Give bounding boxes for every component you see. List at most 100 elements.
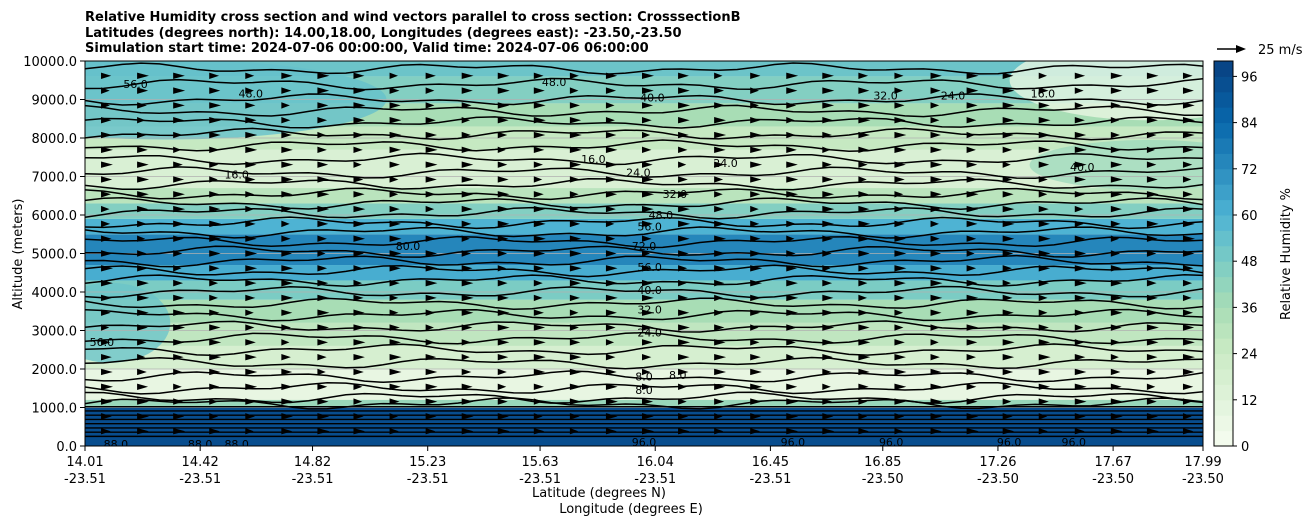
- wind-vector: [245, 146, 258, 154]
- wind-vector: [930, 235, 940, 242]
- wind-vector: [714, 72, 723, 80]
- contour-label: 24.0: [637, 326, 662, 339]
- wind-vector: [317, 87, 330, 94]
- wind-vector: [1038, 339, 1051, 346]
- wind-vector: [209, 427, 220, 435]
- wind-vector: [461, 353, 470, 361]
- wind-vector: [714, 427, 724, 435]
- wind-vector: [425, 398, 438, 405]
- wind-vector: [930, 353, 940, 361]
- wind-vector: [461, 205, 473, 213]
- wind-vector: [137, 176, 150, 183]
- wind-vector: [1182, 368, 1195, 376]
- wind-vector: [894, 339, 905, 346]
- wind-vector: [353, 279, 362, 287]
- y-tick-label: 5000.0: [32, 248, 78, 263]
- wind-vector: [1110, 161, 1123, 168]
- wind-vector: [497, 250, 508, 257]
- wind-vector: [1074, 309, 1085, 316]
- wind-vector: [1038, 324, 1049, 331]
- wind-vector: [425, 72, 436, 80]
- wind-vector: [425, 413, 437, 420]
- wind-vector: [137, 427, 149, 435]
- wind-vector: [966, 250, 975, 257]
- colorbar: 0 12 24 36 48 60 72 84 96: [1213, 60, 1258, 455]
- wind-vector: [281, 353, 291, 361]
- wind-vector: [389, 87, 400, 94]
- wind-vector: [569, 117, 582, 124]
- y-tick-label: 7000.0: [32, 171, 78, 186]
- wind-vector: [425, 427, 436, 435]
- wind-vector: [786, 427, 798, 435]
- wind-vector: [1146, 324, 1159, 331]
- wind-vector: [642, 235, 652, 242]
- wind-vector: [1074, 161, 1087, 168]
- wind-vector: [1002, 324, 1015, 331]
- wind-vector: [209, 353, 222, 361]
- x-tick-label-lat: 15.63: [521, 455, 558, 470]
- wind-vector: [714, 191, 723, 198]
- wind-vector: [642, 324, 654, 331]
- wind-vector: [461, 324, 473, 331]
- y-tick-label: 10000.0: [23, 55, 77, 70]
- wind-vector: [1038, 205, 1049, 213]
- wind-vector: [209, 102, 222, 109]
- wind-vector: [425, 87, 435, 94]
- wind-vector: [1182, 102, 1195, 109]
- wind-vector: [966, 265, 977, 272]
- wind-vector: [786, 161, 798, 168]
- contour-label: 96.0: [997, 436, 1022, 449]
- wind-vector: [714, 87, 725, 94]
- wind-vector: [173, 265, 182, 272]
- wind-vector: [750, 72, 761, 80]
- quiver-key-arrow-head: [1236, 45, 1246, 53]
- wind-vector: [1146, 265, 1156, 272]
- wind-vector: [1074, 131, 1087, 139]
- wind-vector: [786, 72, 799, 80]
- wind-vector: [533, 250, 546, 257]
- wind-vector: [714, 131, 727, 139]
- wind-vector: [1038, 427, 1048, 435]
- wind-vector: [317, 117, 328, 124]
- wind-vector: [461, 176, 474, 183]
- wind-vector: [461, 191, 474, 198]
- wind-vector: [605, 309, 617, 316]
- contour-labels: 56.048.016.048.040.016.024.024.032.048.0…: [90, 76, 1095, 449]
- wind-vector: [425, 176, 437, 183]
- wind-vector: [497, 398, 508, 405]
- contour-line: [85, 254, 1203, 268]
- wind-vector: [389, 131, 402, 139]
- wind-vector: [1146, 117, 1158, 124]
- y-axis: 0.0 1000.0 2000.0 3000.0 4000.0 5000.0 6000.0 7…: [23, 55, 85, 455]
- wind-vector: [317, 309, 330, 316]
- wind-vector: [1182, 131, 1195, 139]
- wind-vector: [209, 250, 221, 257]
- wind-vector: [1182, 87, 1194, 94]
- wind-vector: [605, 220, 615, 228]
- wind-vector: [137, 368, 147, 376]
- wind-vector: [930, 220, 939, 228]
- x-tick-label-lat: 17.67: [1095, 455, 1132, 470]
- colorbar-tick-label: 48: [1241, 255, 1258, 270]
- contour-line: [85, 216, 1203, 230]
- colorbar-tick-label: 96: [1241, 70, 1258, 85]
- wind-vector: [1110, 87, 1123, 94]
- wind-vector: [173, 398, 184, 405]
- wind-vector: [714, 161, 725, 168]
- wind-vector: [173, 353, 184, 361]
- wind-vector: [894, 72, 904, 80]
- x-tick-label-lon: -23.51: [634, 472, 676, 487]
- x-tick-label-lat: 16.45: [752, 455, 789, 470]
- colorbar-segment: [1214, 91, 1233, 108]
- wind-vector: [101, 191, 112, 198]
- wind-vector: [858, 279, 868, 287]
- wind-vector: [1074, 176, 1087, 183]
- wind-vector: [101, 176, 113, 183]
- wind-vector: [173, 220, 185, 228]
- wind-vector: [894, 324, 904, 331]
- colorbar-segment: [1214, 230, 1233, 247]
- wind-vector: [281, 368, 293, 376]
- wind-vector: [1110, 205, 1122, 213]
- wind-vector: [317, 339, 329, 346]
- wind-vector: [930, 279, 943, 287]
